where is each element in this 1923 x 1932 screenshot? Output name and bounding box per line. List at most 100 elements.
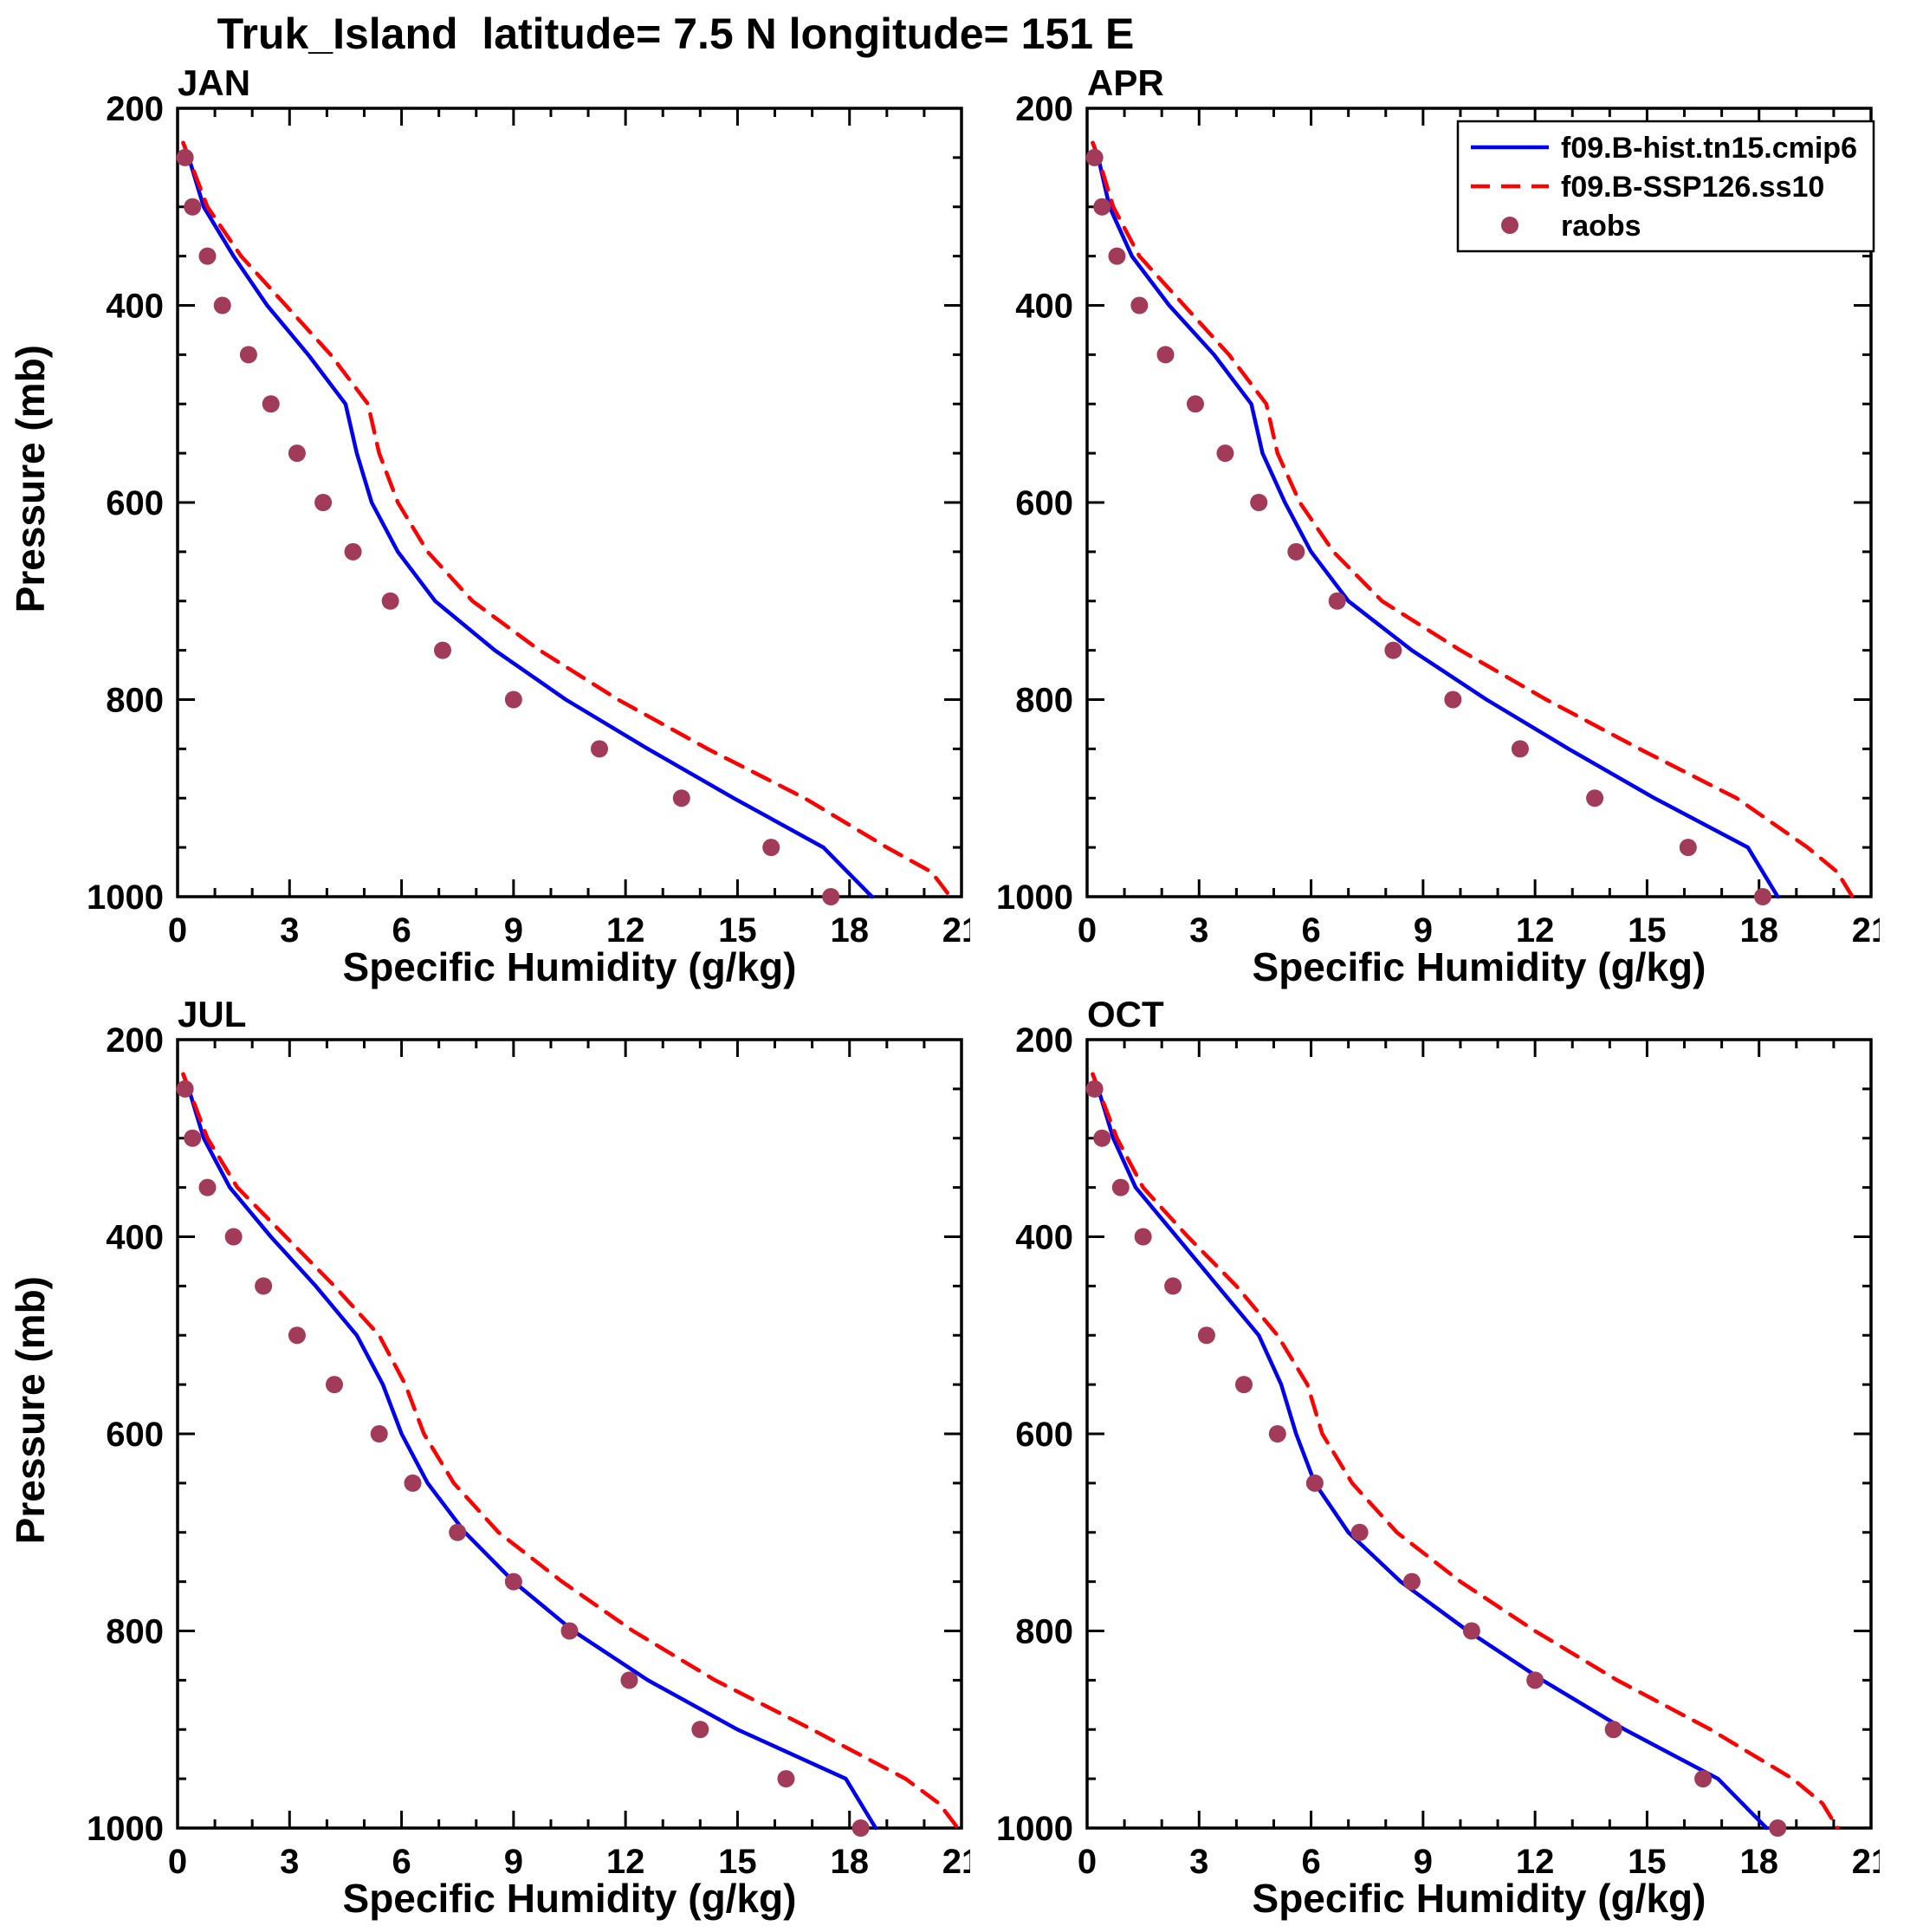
raobs-dot (1197, 1326, 1215, 1345)
raobs-dot (1250, 494, 1268, 511)
raobs-dot (1769, 1819, 1787, 1837)
raobs-dot (590, 740, 608, 758)
x-tick-label: 9 (504, 1843, 523, 1881)
raobs-dot (1462, 1622, 1480, 1640)
y-tick-label: 200 (1015, 90, 1073, 128)
axis-ticks (176, 107, 963, 898)
raobs-dot (1694, 1770, 1713, 1788)
y-tick-label: 1000 (87, 878, 164, 917)
raobs-dot (1156, 346, 1175, 364)
y-tick-label: 400 (106, 1219, 164, 1257)
x-tick-label: 18 (830, 1843, 869, 1881)
panel-row-top: Pressure (mb) JAN 0 3 6 9 12 15 18 21 200 400 600 80… (0, 61, 1923, 992)
panel-jul-chart: JUL 0 3 6 9 12 15 18 21 200 400 600 800 1000 Specific … (87, 994, 970, 1921)
x-tick-label: 6 (1301, 1843, 1320, 1881)
panel-oct-chart: OCT 0 3 6 9 12 15 18 21 200 400 600 800 1000 Specific … (996, 994, 1880, 1921)
x-tick-label: 3 (1189, 1843, 1208, 1881)
raobs-dot (620, 1671, 638, 1689)
x-tick-label: 0 (1078, 911, 1097, 950)
raobs-dot (449, 1523, 467, 1541)
panel-jan-chart: JAN 0 3 6 9 12 15 18 21 200 400 600 800 1000 Specific … (87, 62, 970, 989)
x-tick-label: 0 (1078, 1843, 1097, 1881)
y-tick-label: 800 (1015, 682, 1073, 720)
raobs-dot (1754, 888, 1772, 905)
raobs-dot (1111, 1178, 1130, 1196)
raobs-dot (1402, 1572, 1421, 1591)
y-tick-label: 600 (1015, 1416, 1073, 1454)
y-tick-label: 600 (106, 1416, 164, 1454)
plot-border (1085, 1038, 1873, 1830)
raobs-dot (288, 444, 306, 463)
raobs-dot (1268, 1425, 1286, 1443)
raobs-dot (255, 1277, 273, 1295)
raobs-dot (198, 1178, 217, 1196)
raobs-dot (288, 1326, 306, 1345)
x-tick-label: 3 (280, 1843, 299, 1881)
axis-ticks (176, 1038, 963, 1830)
raobs-dot (176, 148, 194, 166)
legend-label: f09.B-hist.tn15.cmip6 (1561, 132, 1857, 165)
series-line-hist (181, 140, 874, 899)
x-tick-label: 18 (1739, 911, 1778, 950)
raobs-dot (1350, 1523, 1369, 1541)
raobs-dot (1328, 592, 1346, 610)
raobs-dot (326, 1376, 343, 1394)
raobs-dots (176, 1079, 870, 1837)
series-line-ssp126 (1091, 140, 1855, 899)
series-line-hist (1091, 140, 1780, 899)
raobs-dot (1235, 1376, 1253, 1394)
y-tick-label: 400 (1015, 1219, 1073, 1257)
y-tick-label: 1000 (87, 1810, 164, 1848)
raobs-dots (176, 148, 840, 905)
raobs-dot (1085, 148, 1104, 166)
raobs-dot (176, 1079, 194, 1098)
series-line-hist (1091, 1072, 1769, 1831)
raobs-dots (1085, 148, 1772, 905)
plot-border (176, 107, 963, 898)
raobs-dot (344, 542, 362, 561)
y-tick-label: 200 (1015, 1021, 1073, 1060)
legend: f09.B-hist.tn15.cmip6 f09.B-SSP126.ss10 ra… (1456, 120, 1875, 253)
x-tick-label: 6 (392, 1843, 411, 1881)
raobs-dot (1134, 1228, 1152, 1246)
x-tick-label: 12 (606, 1843, 645, 1881)
legend-box (1456, 120, 1875, 253)
x-tick-label: 15 (718, 1843, 757, 1881)
raobs-dot (1085, 1079, 1104, 1098)
x-tick-label: 12 (606, 911, 645, 950)
x-tick-label: 12 (1516, 911, 1555, 950)
raobs-dot (1216, 444, 1234, 463)
raobs-dot (504, 1572, 522, 1591)
raobs-dot (184, 1129, 202, 1147)
raobs-dot (224, 1228, 243, 1246)
raobs-dot (1130, 296, 1149, 314)
y-axis-title-left-bottom: Pressure (mb) (0, 992, 61, 1923)
y-tick-label: 200 (106, 1021, 164, 1060)
y-axis-title-left-top: Pressure (mb) (0, 61, 61, 992)
x-tick-label: 6 (392, 911, 411, 950)
raobs-dot (1305, 1474, 1324, 1492)
panel-month-label: APR (1087, 62, 1164, 103)
raobs-dot (1586, 789, 1604, 807)
series-line-hist (181, 1072, 878, 1831)
panel-row-bottom: Pressure (mb) JUL 0 3 6 9 12 15 18 21 200 400 600 80… (0, 992, 1923, 1923)
y-tick-label: 1000 (996, 878, 1073, 917)
x-tick-label: 12 (1516, 1843, 1555, 1881)
x-axis-title: Specific Humidity (g/kg) (1253, 944, 1706, 989)
raobs-dot (1108, 247, 1126, 265)
y-tick-label: 200 (106, 90, 164, 128)
y-tick-label: 600 (106, 484, 164, 522)
x-tick-label: 15 (718, 911, 757, 950)
x-tick-label: 0 (168, 1843, 187, 1881)
raobs-dot (777, 1770, 795, 1788)
panel-month-label: JAN (178, 62, 250, 103)
panel-month-label: OCT (1087, 994, 1164, 1034)
plot-border (176, 1038, 963, 1830)
raobs-dot (314, 494, 333, 511)
x-tick-label: 15 (1628, 911, 1667, 950)
x-tick-label: 9 (1414, 1843, 1433, 1881)
raobs-dot (762, 839, 780, 857)
raobs-dot (1604, 1721, 1622, 1739)
raobs-dot (1186, 395, 1204, 413)
series-line-ssp126 (181, 140, 953, 899)
